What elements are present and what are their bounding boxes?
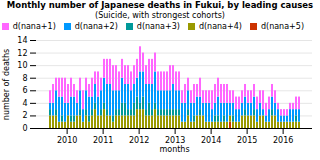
svg-text:2012: 2012 (129, 136, 149, 145)
html-text:Monthly number of Japanese dea: Monthly number of Japanese deaths in Fuk… (6, 0, 314, 10)
html-text:d(nana+5): d(nana+5) (260, 22, 304, 31)
svg-text:2016: 2016 (273, 136, 293, 145)
svg-text:2013: 2013 (165, 136, 186, 146)
svg-text:2015: 2015 (237, 136, 257, 145)
svg-text:10: 10 (17, 61, 27, 70)
html-text:(Suicide, with strongest cohor: (Suicide, with strongest cohorts) (95, 11, 225, 20)
svg-text:number of deaths: number of deaths (2, 49, 11, 120)
svg-text:2010: 2010 (57, 136, 77, 145)
svg-text:2011: 2011 (93, 136, 113, 145)
svg-text:6: 6 (22, 86, 27, 95)
svg-text:8: 8 (22, 74, 27, 83)
svg-text:12: 12 (17, 49, 27, 58)
svg-text:0: 0 (22, 124, 27, 133)
html-text:d(nana+3): d(nana+3) (136, 22, 180, 31)
svg-text:months: months (159, 145, 189, 154)
svg-text:2014: 2014 (201, 136, 221, 145)
svg-text:4: 4 (22, 99, 27, 108)
svg-text:2: 2 (22, 111, 27, 120)
html-text:d(nana+4): d(nana+4) (198, 22, 242, 31)
html-text:d(nana+1): d(nana+1) (12, 22, 56, 31)
svg-text:14: 14 (17, 36, 27, 45)
html-text:d(nana+2): d(nana+2) (74, 22, 118, 31)
